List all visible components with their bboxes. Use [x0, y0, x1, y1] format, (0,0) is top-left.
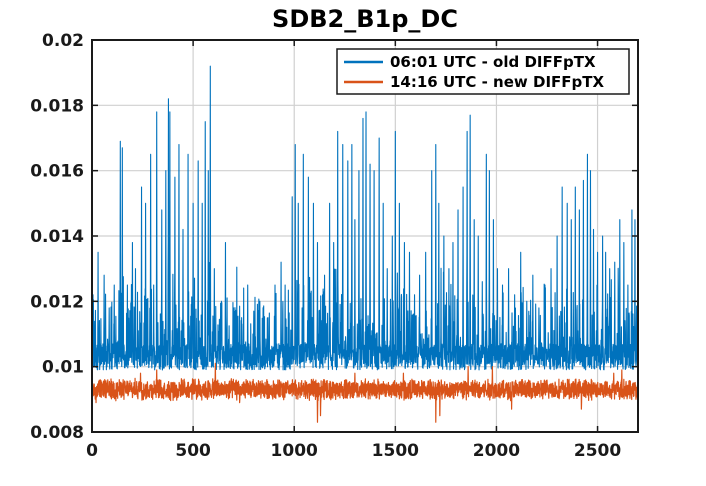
x-tick-label: 2500: [574, 441, 621, 461]
y-tick-label: 0.012: [30, 292, 84, 312]
series-line-1: [91, 65, 639, 371]
legend-label-series-2: 14:16 UTC - new DIFFpTX: [390, 73, 604, 91]
series-line-2: [91, 362, 639, 423]
x-tick-label: 1500: [372, 441, 419, 461]
legend: 06:01 UTC - old DIFFpTX 14:16 UTC - new …: [336, 48, 630, 95]
x-tick-label: 2000: [473, 441, 520, 461]
series-layer: [91, 65, 639, 423]
y-tick-label: 0.014: [30, 227, 84, 247]
x-tick-label: 0: [86, 441, 98, 461]
chart-title: SDB2_B1p_DC: [272, 5, 458, 33]
legend-box: [336, 48, 630, 95]
x-tick-label: 500: [175, 441, 211, 461]
x-tick-label: 1000: [271, 441, 318, 461]
y-tick-label: 0.008: [30, 423, 84, 443]
ticks: 0 500 1000 1500 2000 2500 0.008 0.01 0.012 0.014 0…: [30, 31, 638, 461]
y-tick-label: 0.01: [42, 358, 84, 378]
legend-label-series-1: 06:01 UTC - old DIFFpTX: [390, 53, 596, 71]
y-tick-label: 0.016: [30, 162, 84, 182]
y-tick-label: 0.02: [42, 31, 84, 51]
y-tick-label: 0.018: [30, 96, 84, 116]
